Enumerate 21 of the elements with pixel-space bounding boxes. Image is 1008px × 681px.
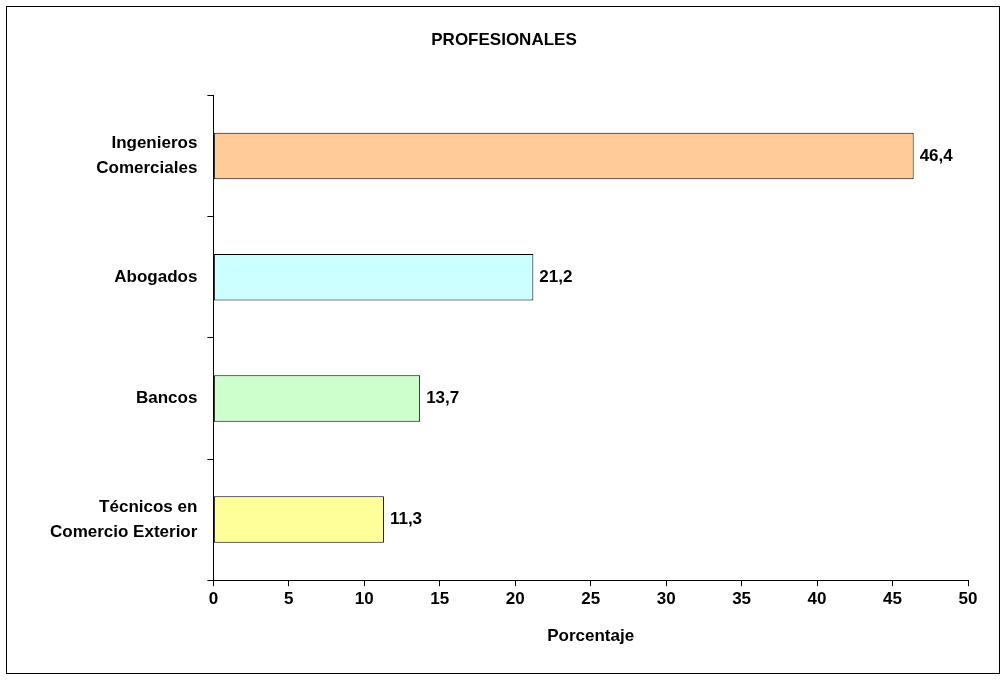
data-label: 21,2 [539,266,573,286]
x-tick-label: 35 [732,589,752,609]
x-tick-label: 40 [807,589,827,609]
x-tick-label: 45 [883,589,902,609]
x-tick-label: 20 [505,589,525,609]
x-tick-label: 25 [581,589,601,609]
x-tick-label: 50 [958,589,978,609]
data-label: 11,3 [389,509,423,529]
y-tick-label: Bancos [135,388,198,408]
x-tick-label: 15 [430,589,450,609]
chart-title: PROFESIONALES [431,29,577,49]
data-label: 46,4 [919,145,954,165]
x-tick-label: 0 [208,589,219,609]
y-tick-label: Ingenieros Comerciales [96,132,198,178]
x-axis-title: Porcentaje [547,626,635,646]
x-tick-label: 10 [354,589,374,609]
x-tick-label: 30 [656,589,676,609]
y-tick-label: Abogados [114,266,198,286]
y-tick-label: Técnicos en Comercio Exterior [49,496,198,542]
x-tick-label: 5 [284,589,294,609]
data-label: 13,7 [426,388,460,408]
